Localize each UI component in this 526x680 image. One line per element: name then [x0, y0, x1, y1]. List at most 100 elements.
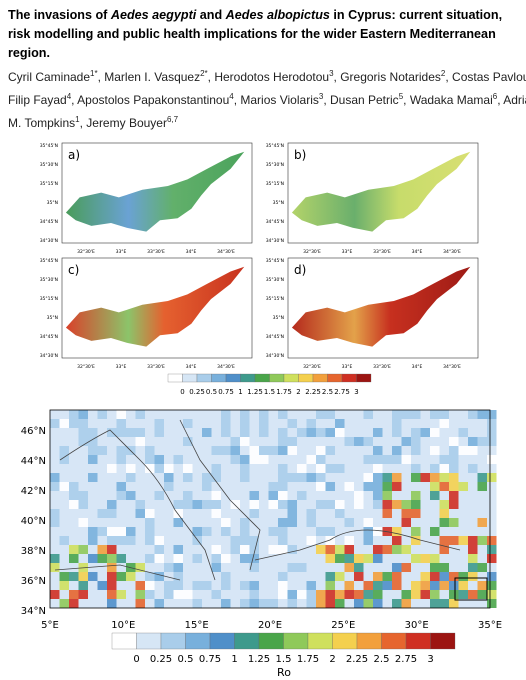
map-cell	[297, 437, 307, 446]
map-cell	[439, 437, 449, 446]
map-cell	[430, 518, 440, 527]
map-cell	[449, 545, 459, 554]
map-cell	[449, 554, 459, 563]
map-cell	[449, 473, 459, 482]
map-cell	[287, 482, 297, 491]
map-cell	[116, 500, 126, 509]
map-cell	[325, 599, 335, 608]
map-cell	[78, 527, 88, 536]
map-cell	[401, 599, 411, 608]
map-cell	[107, 527, 117, 536]
map-cell	[278, 446, 288, 455]
map-cell	[297, 527, 307, 536]
map-cell	[69, 590, 79, 599]
map-cell	[420, 473, 430, 482]
map-cell	[468, 455, 478, 464]
lat-label: 35°N	[47, 315, 58, 321]
map-cell	[240, 527, 250, 536]
map-cell	[373, 446, 383, 455]
map-cell	[50, 464, 60, 473]
map-cell	[107, 545, 117, 554]
map-cell	[449, 509, 459, 518]
map-cell	[420, 572, 430, 581]
map-cell	[69, 500, 79, 509]
map-cell	[316, 518, 326, 527]
author-affiliation: 2	[440, 69, 446, 78]
map-cell	[126, 509, 136, 518]
map-cell	[126, 545, 136, 554]
map-cell	[344, 491, 354, 500]
map-cell	[259, 446, 269, 455]
lat-label: 40°N	[21, 516, 46, 527]
map-cell	[354, 446, 364, 455]
map-cell	[354, 581, 364, 590]
map-cell	[221, 437, 231, 446]
map-cell	[354, 572, 364, 581]
map-cell	[363, 455, 373, 464]
map-cell	[297, 500, 307, 509]
map-cell	[335, 410, 345, 419]
map-cell	[278, 419, 288, 428]
map-cell	[401, 581, 411, 590]
map-cell	[116, 446, 126, 455]
map-cell	[192, 446, 202, 455]
map-cell	[107, 581, 117, 590]
map-cell	[183, 437, 193, 446]
map-cell	[221, 536, 231, 545]
map-cell	[59, 419, 69, 428]
map-cell	[135, 419, 145, 428]
map-cell	[240, 545, 250, 554]
map-cell	[420, 491, 430, 500]
map-cell	[69, 473, 79, 482]
map-cell	[173, 572, 183, 581]
map-cell	[373, 464, 383, 473]
map-cell	[97, 518, 107, 527]
map-cell	[458, 509, 468, 518]
lon-label: 33°30'E	[147, 364, 165, 370]
map-cell	[50, 437, 60, 446]
lon-label: 30°E	[405, 620, 429, 631]
map-cell	[382, 509, 392, 518]
colorbar-label: 2.25	[305, 388, 321, 396]
map-cell	[411, 518, 421, 527]
map-cell	[487, 491, 497, 500]
map-cell	[382, 410, 392, 419]
colorbar-cell	[298, 373, 314, 383]
map-cell	[449, 428, 459, 437]
map-cell	[249, 554, 259, 563]
map-cell	[430, 536, 440, 545]
map-cell	[306, 482, 316, 491]
map-cell	[487, 572, 497, 581]
map-cell	[401, 428, 411, 437]
map-cell	[297, 572, 307, 581]
map-cell	[458, 518, 468, 527]
map-cell	[316, 509, 326, 518]
map-cell	[202, 491, 212, 500]
map-cell	[449, 446, 459, 455]
colorbar-label: 2.5	[322, 388, 333, 396]
map-cell	[268, 482, 278, 491]
map-cell	[411, 491, 421, 500]
map-cell	[78, 446, 88, 455]
map-cell	[192, 545, 202, 554]
map-cell	[373, 527, 383, 536]
map-cell	[154, 455, 164, 464]
map-cell	[249, 509, 259, 518]
map-cell	[211, 581, 221, 590]
map-cell	[59, 545, 69, 554]
map-cell	[458, 482, 468, 491]
map-cell	[344, 563, 354, 572]
map-cell	[173, 500, 183, 509]
map-cell	[135, 590, 145, 599]
map-cell	[401, 500, 411, 509]
lon-label: 25°E	[331, 620, 355, 631]
map-cell	[430, 410, 440, 419]
map-cell	[306, 410, 316, 419]
map-cell	[411, 527, 421, 536]
map-cell	[249, 473, 259, 482]
map-cell	[439, 491, 449, 500]
map-cell	[373, 491, 383, 500]
map-cell	[116, 545, 126, 554]
map-cell	[420, 446, 430, 455]
map-cell	[401, 545, 411, 554]
